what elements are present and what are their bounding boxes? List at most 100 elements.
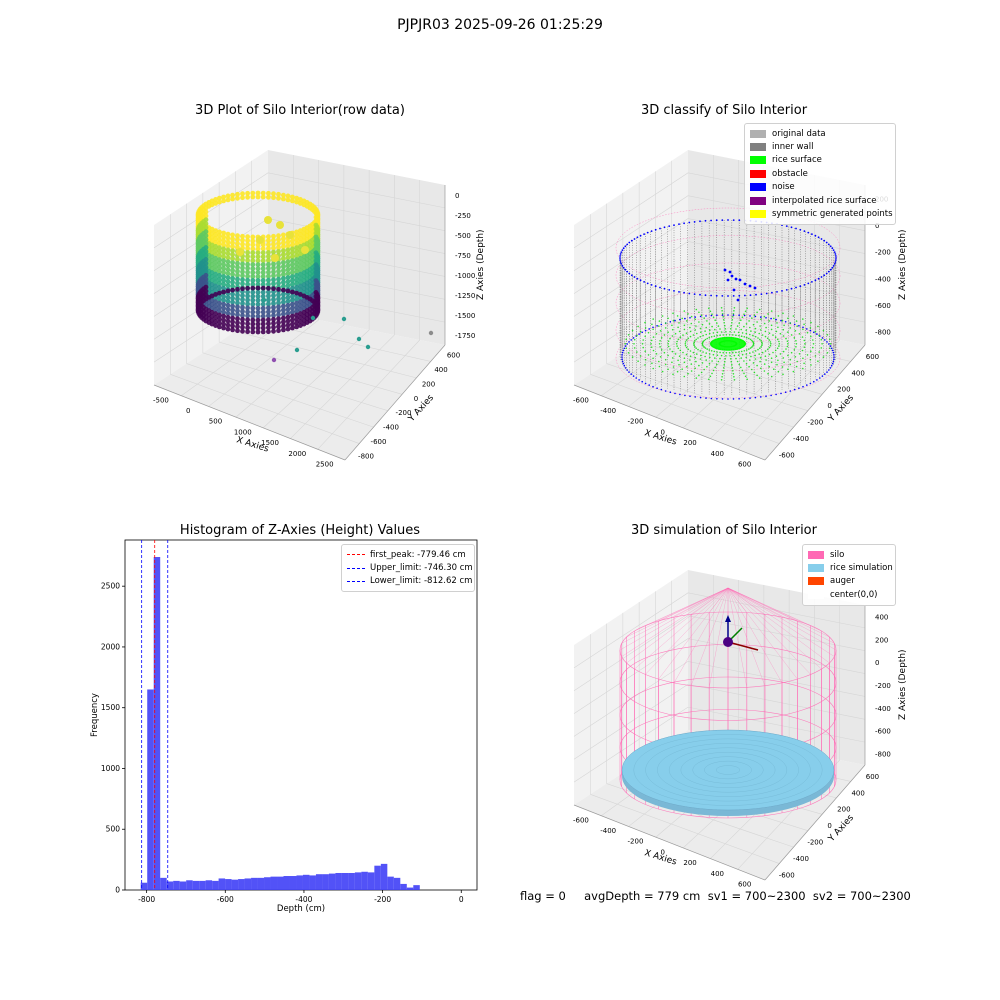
panel-1-point bbox=[230, 252, 235, 258]
panel-2-rice-point bbox=[822, 356, 825, 358]
panel-2-rice-point bbox=[779, 353, 782, 355]
panel-1-point bbox=[230, 303, 235, 309]
histogram-bar bbox=[387, 876, 394, 890]
panel-2-noise-point bbox=[799, 285, 802, 288]
panel-1-point bbox=[235, 328, 240, 334]
panel-1-point bbox=[276, 292, 281, 298]
panel-2-xtick-label: 0 bbox=[661, 428, 665, 436]
panel-2-rice-point bbox=[749, 347, 752, 349]
panel-1-point bbox=[225, 288, 231, 294]
panel-2-rice-point bbox=[663, 351, 666, 354]
panel-1-point bbox=[276, 272, 281, 278]
panel-3-xlabel: Depth (cm) bbox=[277, 904, 325, 914]
panel-2-rice-point bbox=[693, 343, 695, 345]
panel-2-rice-point bbox=[812, 346, 814, 349]
panel-1-point bbox=[271, 245, 276, 251]
legend-swatch bbox=[750, 210, 766, 219]
panel-2-rice-point bbox=[795, 365, 798, 368]
panel-4-x-axis bbox=[573, 804, 766, 881]
panel-2-rice-point bbox=[748, 348, 750, 350]
panel-1-point bbox=[217, 312, 222, 318]
panel-2-noise-point bbox=[826, 371, 828, 373]
panel-2-noise-point bbox=[679, 393, 681, 396]
panel-2-grid-line bbox=[737, 339, 840, 450]
panel-1-point bbox=[235, 280, 240, 286]
panel-2-noise-point bbox=[727, 314, 729, 316]
panel-1-point bbox=[217, 290, 222, 296]
histogram-bar bbox=[400, 883, 407, 890]
panel-1-point bbox=[250, 238, 256, 244]
panel-1-point bbox=[255, 270, 261, 275]
panel-1-point bbox=[213, 197, 218, 202]
panel-1-point bbox=[285, 267, 291, 273]
histogram-bar bbox=[153, 557, 161, 890]
panel-1-point bbox=[271, 286, 276, 292]
panel-1-point bbox=[235, 191, 240, 197]
panel-2-rice-point bbox=[658, 365, 661, 368]
panel-2-rice-point bbox=[759, 356, 762, 359]
legend-entry: Upper_limit: -746.30 cm bbox=[347, 561, 473, 574]
panel-1-point bbox=[250, 266, 256, 271]
panel-2-rice-point bbox=[776, 322, 778, 324]
panel-2-rice-point bbox=[716, 363, 718, 366]
panel-1-point bbox=[281, 240, 286, 246]
panel-2-noise-point bbox=[669, 391, 672, 393]
histogram-bar bbox=[166, 881, 174, 890]
panel-2-rice-point bbox=[695, 377, 698, 379]
panel-2-rice-point bbox=[723, 364, 725, 366]
panel-1-point bbox=[235, 272, 240, 278]
panel-2-rice-point bbox=[711, 360, 713, 362]
panel-1-point bbox=[260, 190, 266, 196]
histogram-bar bbox=[374, 865, 381, 890]
panel-2-rice-point bbox=[731, 367, 734, 369]
panel-1-point bbox=[271, 293, 276, 298]
panel-2-rice-point bbox=[732, 370, 734, 372]
panel-2-rice-point bbox=[725, 334, 728, 336]
panel-1-point bbox=[240, 233, 245, 239]
panel-1-point bbox=[221, 313, 226, 319]
panel-2-rice-point bbox=[770, 310, 773, 312]
panel-1-point bbox=[250, 258, 256, 264]
panel-1-point bbox=[276, 316, 281, 322]
panel-2-rice-point bbox=[676, 345, 678, 347]
panel-2-floor-pane bbox=[574, 310, 865, 460]
panel-2-noise-point bbox=[765, 292, 768, 295]
panel-1-point bbox=[281, 272, 286, 277]
panel-1-point bbox=[240, 277, 245, 283]
panel-2-rice-point bbox=[803, 323, 805, 326]
panel-2-rice-point bbox=[725, 355, 727, 357]
panel-2-rice-point bbox=[795, 346, 797, 348]
panel-1-point bbox=[217, 241, 222, 247]
xtick-label: 0 bbox=[459, 895, 464, 904]
panel-2-rice-point bbox=[699, 327, 702, 330]
panel-1-point bbox=[285, 295, 291, 300]
panel-2-noise-point bbox=[802, 326, 804, 329]
panel-1-point bbox=[290, 297, 295, 303]
panel-2-rice-point bbox=[658, 343, 661, 345]
panel-1-point bbox=[203, 217, 209, 223]
panel-2-rice-point bbox=[743, 360, 745, 362]
panel-2-noise-point bbox=[825, 272, 828, 275]
panel-1-point bbox=[217, 273, 222, 278]
panel-2-noise-point bbox=[820, 238, 823, 240]
panel-2-rice-point bbox=[723, 322, 725, 324]
panel-2-noise-point bbox=[660, 388, 663, 391]
legend-swatch bbox=[750, 143, 766, 152]
legend-swatch bbox=[750, 196, 766, 205]
panel-1-point bbox=[276, 286, 281, 292]
panel-1-point bbox=[266, 317, 271, 323]
panel-4-axis-z-head bbox=[725, 615, 731, 622]
panel-2-rice-point bbox=[679, 336, 682, 338]
panel-2-rice-point bbox=[781, 366, 784, 368]
panel-1-point bbox=[217, 284, 222, 290]
panel-2-rice-point bbox=[703, 346, 705, 348]
panel-2-rice-point bbox=[770, 328, 773, 331]
panel-2-rice-point bbox=[664, 327, 667, 329]
panel-2-rice-point bbox=[724, 361, 726, 363]
panel-1-point bbox=[235, 276, 240, 282]
panel-2-noise-point bbox=[798, 325, 800, 327]
panel-2-noise-point bbox=[704, 219, 707, 222]
panel-1-point bbox=[285, 306, 291, 312]
panel-2-rice-point bbox=[787, 354, 789, 357]
panel-1-point bbox=[245, 194, 250, 200]
